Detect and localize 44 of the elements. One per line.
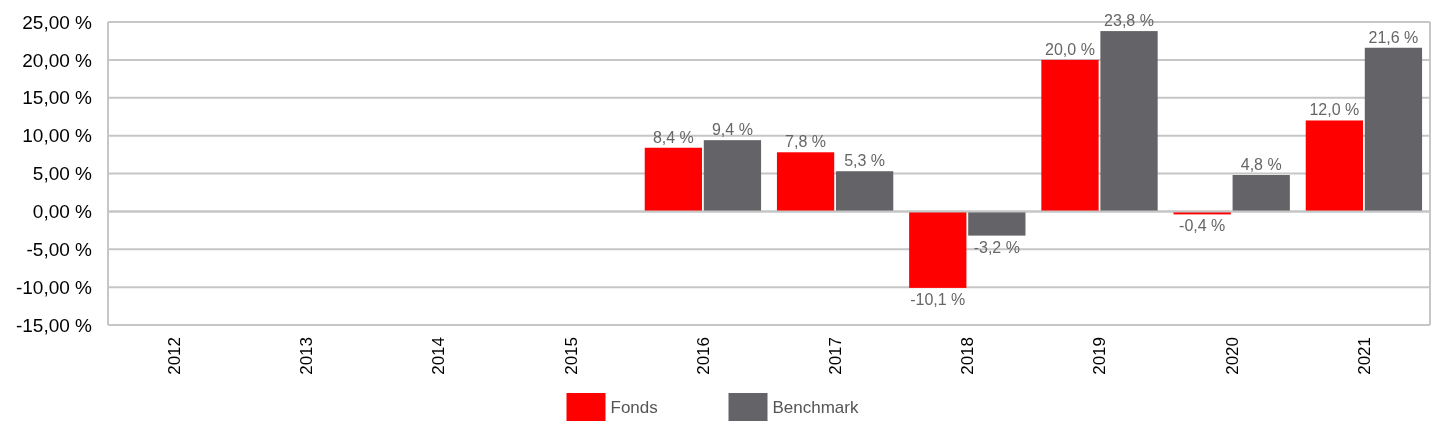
x-tick-label: 2013: [297, 337, 317, 375]
y-tick-label: 0,00 %: [32, 201, 93, 223]
x-tick-label: 2020: [1222, 337, 1242, 375]
data-label: 7,8 %: [785, 133, 827, 151]
x-tick-label: 2018: [958, 337, 978, 375]
bar: [1041, 59, 1099, 212]
bar: [703, 140, 762, 212]
bar: [1100, 31, 1158, 212]
y-tick-label: 10,00 %: [22, 125, 93, 147]
bar: [776, 152, 835, 212]
bar: [1364, 47, 1423, 212]
y-tick-label: 20,00 %: [22, 49, 93, 71]
x-tick-label: 2012: [165, 337, 185, 375]
y-tick-label: -5,00 %: [26, 238, 93, 260]
data-label: 23,8 %: [1104, 12, 1154, 30]
bar: [968, 211, 1026, 236]
bar: [1305, 120, 1364, 212]
x-tick-label: 2015: [561, 337, 581, 375]
bar: [909, 211, 967, 288]
data-label: 8,4 %: [652, 128, 694, 146]
data-label: 4,8 %: [1240, 156, 1282, 174]
data-label: 9,4 %: [711, 121, 753, 139]
x-tick-label: 2021: [1354, 337, 1374, 375]
x-tick-label: 2019: [1090, 337, 1110, 375]
legend-label: Fonds: [610, 397, 658, 417]
data-label: 5,3 %: [844, 152, 886, 170]
data-label: -10,1 %: [910, 290, 966, 308]
y-tick-label: -10,00 %: [15, 276, 93, 298]
data-label: 21,6 %: [1368, 28, 1419, 46]
y-tick-label: 5,00 %: [32, 163, 93, 185]
data-label: 12,0 %: [1309, 101, 1360, 119]
data-label: -3,2 %: [973, 238, 1020, 256]
bar: [835, 171, 894, 212]
y-tick-label: 25,00 %: [22, 11, 93, 33]
legend-label: Benchmark: [772, 397, 859, 417]
x-tick-label: 2016: [693, 337, 713, 375]
data-label: 20,0 %: [1045, 40, 1095, 58]
x-tick-label: 2014: [429, 337, 449, 375]
y-tick-label: -15,00 %: [15, 314, 93, 336]
bar: [644, 147, 703, 212]
x-tick-label: 2017: [826, 337, 846, 375]
y-tick-label: 15,00 %: [22, 87, 93, 109]
data-label: -0,4 %: [1179, 217, 1226, 235]
bar: [1232, 175, 1290, 212]
